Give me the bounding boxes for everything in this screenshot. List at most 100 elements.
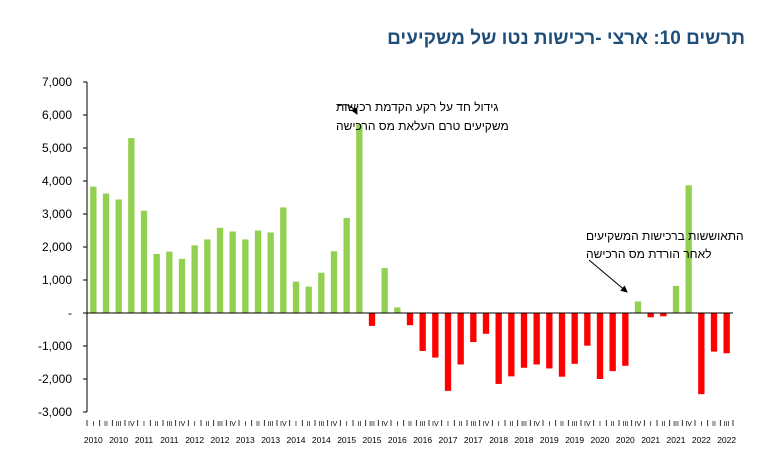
bar [280, 207, 287, 313]
bar [292, 281, 300, 313]
bar [444, 313, 452, 391]
x-year-label: 2020 [616, 435, 635, 445]
x-quarter-label: II [459, 421, 463, 428]
x-quarter-label: I [396, 421, 398, 428]
x-quarter-label: I [194, 421, 196, 428]
bar [533, 313, 540, 365]
x-quarter-label: I [346, 421, 348, 428]
bar [381, 268, 388, 313]
x-quarter-label: II [611, 421, 615, 428]
x-quarter-label: II [408, 421, 412, 428]
bar [305, 286, 312, 313]
x-quarter-label: II [104, 421, 108, 428]
x-quarter-label: III [369, 421, 375, 428]
x-year-label: 2022 [717, 435, 736, 445]
bar [432, 313, 439, 358]
annotation-text: התאוששות ברכישות המשקיעים [586, 229, 744, 243]
x-quarter-label: III [470, 421, 476, 428]
bar [698, 313, 705, 395]
x-year-label: 2016 [413, 435, 432, 445]
bar [204, 239, 211, 313]
x-year-label: 2010 [84, 435, 103, 445]
y-tick-label: 4,000 [42, 174, 72, 188]
y-tick-label: 6,000 [42, 108, 72, 122]
y-tick-label: 1,000 [42, 273, 72, 287]
x-quarter-label: IV [331, 421, 338, 428]
x-quarter-label: III [622, 421, 628, 428]
x-year-label: 2019 [540, 435, 559, 445]
x-year-label: 2017 [439, 435, 458, 445]
bar [178, 258, 186, 313]
bar [153, 253, 160, 313]
x-year-label: 2013 [261, 435, 280, 445]
annotation-text: משקיעים טרם העלאת מס הרכישה [336, 119, 509, 133]
bar [672, 285, 680, 313]
x-year-label: 2019 [565, 435, 584, 445]
bar [267, 232, 274, 313]
bar [115, 199, 122, 313]
x-quarter-label: IV [381, 421, 388, 428]
x-quarter-label: III [521, 421, 527, 428]
x-year-label: 2014 [312, 435, 331, 445]
x-quarter-label: II [560, 421, 564, 428]
bar [571, 313, 578, 364]
x-year-label: 2020 [591, 435, 610, 445]
bar [140, 210, 148, 313]
bar [723, 313, 730, 354]
bar [191, 245, 198, 313]
x-year-label: 2011 [135, 435, 154, 445]
x-quarter-label: I [295, 421, 297, 428]
bar [229, 231, 236, 313]
x-quarter-label: I [498, 421, 500, 428]
y-tick-label: -3,000 [38, 405, 72, 419]
x-year-label: 2021 [667, 435, 686, 445]
x-quarter-label: IV [280, 421, 287, 428]
x-quarter-label: I [548, 421, 550, 428]
annotation-arrow [337, 104, 358, 115]
x-quarter-label: IV [635, 421, 642, 428]
y-tick-label: -2,000 [38, 372, 72, 386]
x-year-label: 2011 [160, 435, 179, 445]
bar [216, 227, 224, 313]
x-quarter-label: II [509, 421, 513, 428]
y-tick-label: 5,000 [42, 141, 72, 155]
x-quarter-label: III [673, 421, 679, 428]
x-year-label: 2014 [287, 435, 306, 445]
x-quarter-label: III [268, 421, 274, 428]
x-quarter-label: III [116, 421, 122, 428]
x-quarter-label: II [205, 421, 209, 428]
annotation-arrow [588, 259, 628, 293]
x-quarter-label: IV [229, 421, 236, 428]
x-year-label: 2015 [337, 435, 356, 445]
y-tick-label: -1,000 [38, 339, 72, 353]
x-quarter-label: III [724, 421, 730, 428]
x-quarter-label: II [357, 421, 361, 428]
bar [343, 217, 350, 313]
y-tick-label: 2,000 [42, 240, 72, 254]
x-quarter-label: I [599, 421, 601, 428]
x-quarter-label: II [155, 421, 159, 428]
x-quarter-label: III [420, 421, 426, 428]
bar [647, 313, 654, 318]
annotation-text: לאחר הורדת מס הרכישה [586, 247, 711, 261]
bar [128, 138, 135, 313]
bar [596, 313, 604, 379]
x-quarter-label: IV [432, 421, 439, 428]
bar [622, 313, 629, 366]
bar [356, 124, 363, 314]
x-year-label: 2012 [185, 435, 204, 445]
x-year-label: 2021 [641, 435, 660, 445]
bar [520, 313, 528, 368]
x-year-label: 2022 [692, 435, 711, 445]
y-tick-label: 3,000 [42, 207, 72, 221]
x-quarter-label: III [572, 421, 578, 428]
x-quarter-label: II [256, 421, 260, 428]
x-year-label: 2018 [489, 435, 508, 445]
x-quarter-label: I [700, 421, 702, 428]
bar [242, 239, 249, 313]
x-quarter-label: I [447, 421, 449, 428]
bar [166, 251, 173, 313]
bar [470, 313, 477, 343]
bar [685, 185, 692, 313]
